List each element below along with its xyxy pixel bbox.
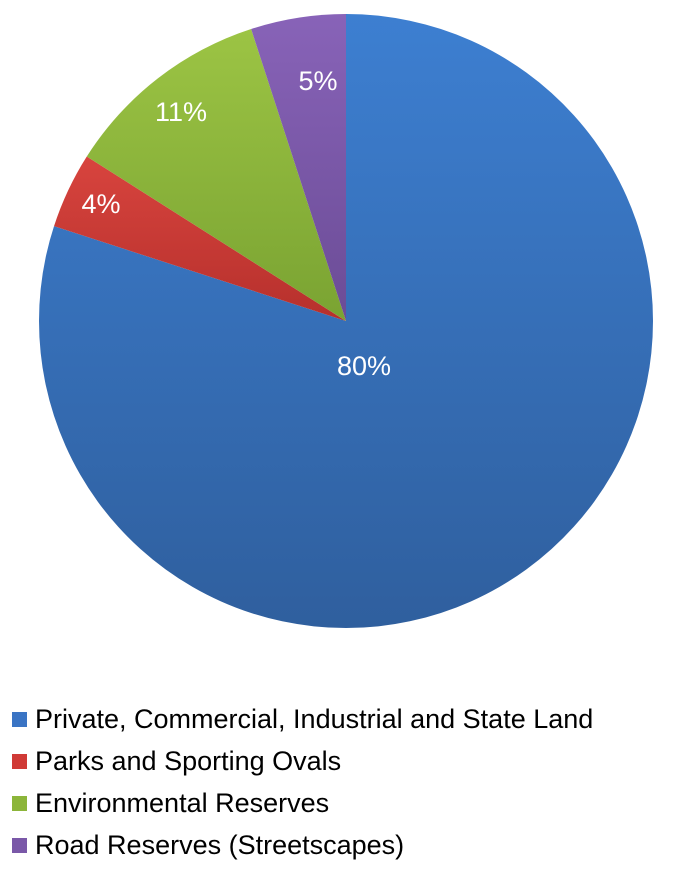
- legend-swatch: [12, 753, 27, 769]
- data-label-road-reserves-streetscapes: 5%: [298, 66, 337, 96]
- legend-swatch: [12, 795, 27, 811]
- legend-label: Environmental Reserves: [35, 787, 330, 818]
- data-label-environmental-reserves: 11%: [155, 97, 207, 127]
- pie-slice-private-commercial-industrial-state-land: [39, 14, 654, 629]
- legend-item-private-commercial-industrial-state-land: Private, Commercial, Industrial and Stat…: [12, 700, 593, 738]
- legend-swatch: [12, 837, 27, 853]
- legend-label: Private, Commercial, Industrial and Stat…: [35, 703, 594, 734]
- legend-item-parks-sporting-ovals: Parks and Sporting Ovals: [12, 742, 593, 780]
- legend-label: Road Reserves (Streetscapes): [35, 829, 405, 860]
- pie-labels: 80% 4% 11% 5%: [81, 66, 391, 381]
- pie-chart: 80% 4% 11% 5%: [39, 14, 654, 629]
- pie-slice-road-reserves-streetscapes: [251, 14, 346, 321]
- data-label-private-commercial-industrial-state-land: 80%: [337, 351, 391, 381]
- legend-swatch: [12, 711, 27, 727]
- legend-label: Parks and Sporting Ovals: [35, 745, 342, 776]
- data-label-parks-sporting-ovals: 4%: [81, 189, 120, 219]
- pie-slice-parks-sporting-ovals: [54, 156, 346, 321]
- legend-item-road-reserves-streetscapes: Road Reserves (Streetscapes): [12, 826, 593, 864]
- chart-legend: Private, Commercial, Industrial and Stat…: [12, 700, 593, 868]
- legend-item-environmental-reserves: Environmental Reserves: [12, 784, 593, 822]
- pie-slices: [39, 14, 654, 629]
- pie-slice-environmental-reserves: [86, 29, 346, 322]
